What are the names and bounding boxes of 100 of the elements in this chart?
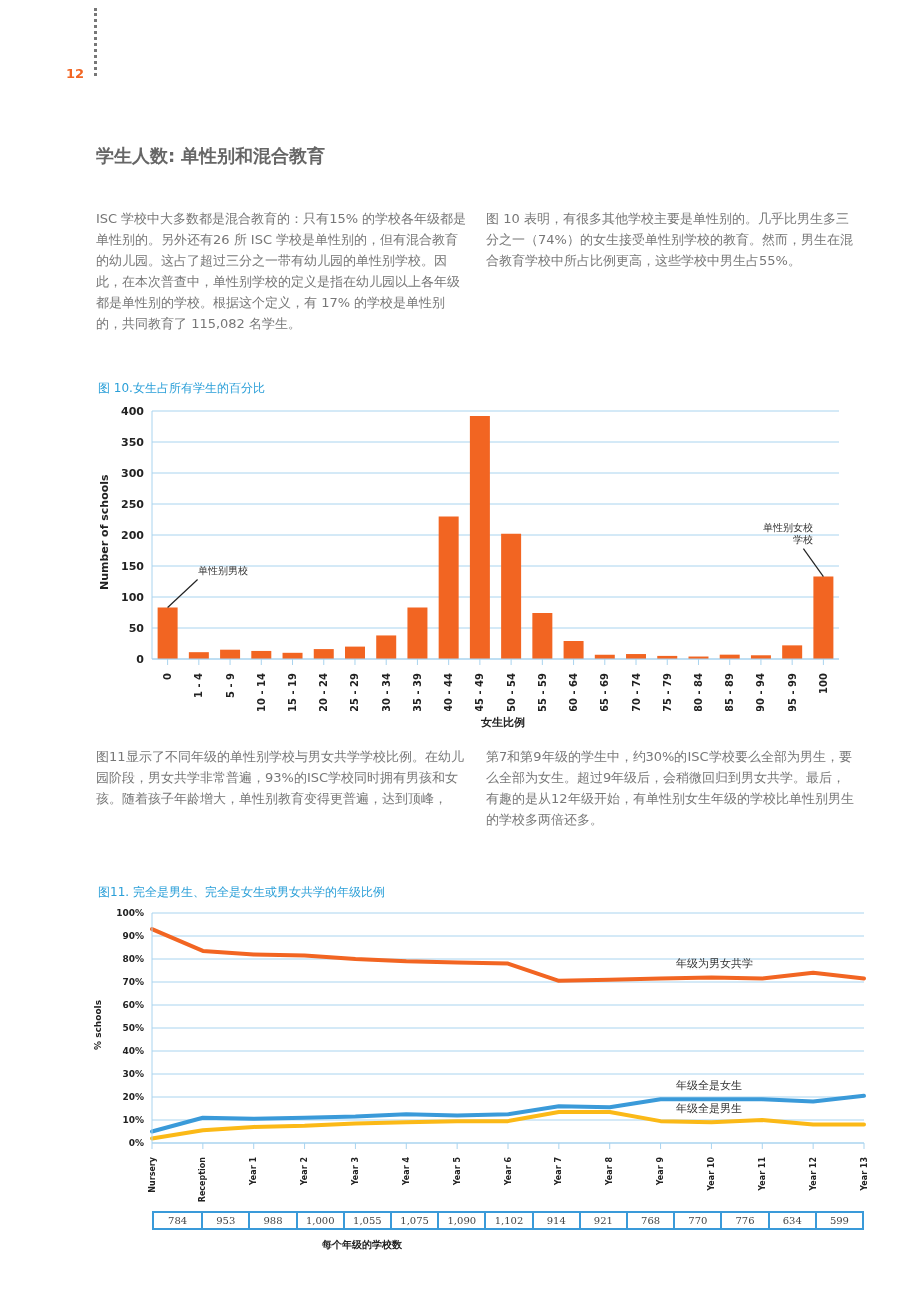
text: 768 (626, 1213, 674, 1228)
series-label: 年级为男女共学 (676, 957, 754, 971)
x-tick-label: 75 - 79 (661, 672, 673, 712)
x-tick-label: 20 - 24 (318, 672, 330, 712)
x-tick-label: 85 - 89 (724, 672, 736, 712)
text: 921 (578, 1213, 627, 1228)
x-tick-label: Year 7 (554, 1157, 564, 1187)
y-tick-label: 350 (121, 435, 145, 449)
x-tick-label: 1 - 4 (193, 672, 205, 699)
x-tick-label: Year 1 (249, 1156, 259, 1187)
bar (313, 649, 334, 659)
x-tick-label: 100 (817, 672, 829, 694)
x-tick-label: 10 - 14 (255, 672, 267, 712)
bar (782, 645, 803, 659)
x-tick-label: 65 - 69 (599, 672, 611, 712)
x-tick-label: 50 - 54 (505, 672, 517, 712)
text: 784 (167, 1214, 189, 1228)
x-tick-label: 35 - 39 (411, 672, 423, 712)
bar (501, 533, 522, 659)
x-tick-label: Year 6 (503, 1156, 513, 1187)
y-tick-label: 200 (121, 528, 145, 542)
y-tick-label: 150 (121, 559, 145, 573)
x-tick-label: Year 5 (452, 1156, 462, 1187)
y-tick-label: 400 (121, 404, 145, 418)
bar (407, 607, 428, 659)
y-tick-label: 60% (122, 1000, 144, 1011)
bar (438, 516, 459, 659)
x-tick-label: 90 - 94 (755, 672, 767, 712)
bar (532, 613, 553, 659)
x-tick-label: 70 - 74 (630, 672, 642, 712)
y-tick-label: 90% (122, 931, 144, 942)
x-tick-label: Year 9 (656, 1156, 666, 1187)
caption: 图 10 表明，有很多其他学校主要是单性别的。几乎比男生多三分之一（74%）的女生接受单性别学校的教育。然而，男生在混合教育学校中所占比例更高，这些学校中男生占55%。 (486, 210, 854, 270)
series-label: 年级全是女生 (676, 1079, 743, 1093)
bar (813, 576, 834, 659)
x-tick-label: 45 - 49 (474, 672, 486, 712)
text: 1,055 (342, 1213, 390, 1228)
x-tick-label: Year 11 (757, 1156, 767, 1192)
line-series (150, 1093, 866, 1134)
chart-title: 图11. 完全是男生、完全是女生或男女共学的年级比例 (98, 884, 386, 901)
y-tick-label: 250 (121, 497, 145, 511)
bar (157, 607, 178, 659)
x-tick-label: 25 - 29 (349, 672, 361, 712)
bar (469, 415, 490, 659)
y-tick-label: 300 (121, 466, 145, 480)
x-tick-label: 60 - 64 (568, 672, 580, 712)
y-tick-label: 100 (121, 590, 145, 604)
text: 12 (66, 66, 85, 81)
y-tick-label: 30% (122, 1069, 144, 1080)
x-tick-label: Reception (198, 1156, 208, 1203)
y-tick-label: 50% (122, 1023, 144, 1034)
bar (563, 641, 584, 659)
x-tick-label: 55 - 59 (536, 672, 548, 712)
line-series (150, 927, 866, 983)
bar (376, 635, 397, 659)
annotation: 单性别女校学校 (763, 521, 814, 545)
chart-title: 图 10.女生占所有学生的百分比 (98, 380, 266, 397)
x-tick-label: Year 8 (605, 1156, 615, 1187)
x-tick-label: 80 - 84 (692, 672, 704, 712)
text: 914 (531, 1213, 579, 1228)
x-tick-label: Year 2 (300, 1157, 310, 1187)
x-tick-label: 0 (162, 672, 174, 680)
series-label: 年级全是男生 (676, 1102, 743, 1116)
y-tick-label: 10% (122, 1115, 144, 1126)
text: ISC 学校中大多数都是混合教育的：只有15% 的学校各年级都是单性别的。另外还有26 所 ISC 学校是单性别的，但有混合教育的幼儿园。这占了超过三分之一带有幼儿园的单性别学校。因此，在本次普查中，单性别学校的定义是指在幼儿园以上各年级都是单性别的学校。根据这个定义，有 17% 的学校是单性别的，共同教育了 115,082 名学生。 (96, 210, 468, 333)
text: 1,102 (484, 1213, 532, 1228)
text: 1,000 (295, 1213, 343, 1228)
text: 634 (767, 1213, 815, 1228)
y-axis-title: Number of schools (97, 473, 111, 590)
y-axis-title: % schools (93, 999, 104, 1050)
caption: 图11显示了不同年级的单性别学校与男女共学学校比例。在幼儿园阶段，男女共学非常普遍，93%的ISC学校同时拥有男孩和女孩。随着孩子年龄增大，单性别教育变得更普遍，达到顶峰， (96, 748, 465, 808)
x-tick-label: Year 12 (808, 1157, 818, 1192)
text: 776 (720, 1213, 768, 1228)
x-axis-title: 女生比例 (480, 715, 526, 730)
text: 学生人数: 单性别和混合教育 (96, 144, 326, 168)
y-tick-label: 100% (116, 908, 144, 919)
y-tick-label: 50 (128, 621, 145, 635)
x-tick-label: Year 3 (350, 1157, 360, 1187)
x-tick-label: Year 10 (706, 1156, 716, 1192)
text: 1,075 (390, 1213, 438, 1228)
y-tick-label: 80% (122, 954, 144, 965)
y-tick-label: 20% (122, 1092, 144, 1103)
x-tick-label: 5 - 9 (224, 672, 236, 699)
x-axis-title: 每个年级的学校数 (322, 1238, 403, 1252)
x-tick-label: Year 4 (401, 1156, 411, 1187)
y-tick-label: 40% (122, 1046, 144, 1057)
text: 599 (814, 1213, 863, 1228)
text: 953 (201, 1213, 249, 1228)
y-tick-label: 0 (136, 652, 145, 666)
text: 1,090 (437, 1213, 485, 1228)
x-tick-label: 40 - 44 (443, 672, 455, 712)
annotation: 单性别男校 (197, 564, 248, 576)
y-tick-label: 70% (122, 977, 144, 988)
x-tick-label: 30 - 34 (380, 672, 392, 712)
x-tick-label: Nursery (147, 1156, 157, 1193)
text: 第7和第9年级的学生中，约30%的ISC学校要么全部为男生，要么全部为女生。超过9年级后，会稍微回归到男女共学。最后，有趣的是从12年级开始，有单性别女生年级的学校比单性别男生的学校多两倍还多。 (486, 748, 855, 829)
text: 988 (248, 1213, 296, 1228)
x-tick-label: Year 13 (859, 1157, 869, 1192)
text: 770 (673, 1213, 721, 1228)
x-tick-label: 15 - 19 (287, 672, 299, 712)
